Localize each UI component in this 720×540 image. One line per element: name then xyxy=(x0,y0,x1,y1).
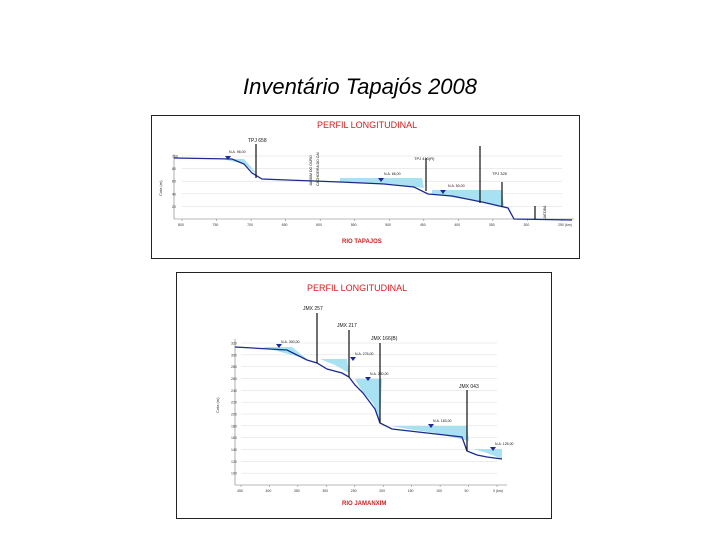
y-tick-label: 320 xyxy=(231,342,237,346)
x-tick-label: 0 (km) xyxy=(493,489,503,493)
dam-label: JATOBÁ xyxy=(543,205,547,219)
x-tick-label: 400 xyxy=(454,223,460,227)
x-tick-label: 700 xyxy=(247,223,253,227)
y-tick-label: 140 xyxy=(231,448,237,452)
chart-title: PERFIL LONGITUDINAL xyxy=(317,120,417,130)
page-title: Inventário Tapajós 2008 xyxy=(242,74,478,99)
water-level-label: N.A. 50,00 xyxy=(448,184,465,188)
y-tick-label: 80 xyxy=(172,167,176,171)
chart-panel-tapajos: PERFIL LONGITUDINAL RIO TAPAJOS Cota (m)… xyxy=(151,115,580,259)
dam-label: CACHOEIRA DO CAI xyxy=(316,152,320,186)
chart-title: PERFIL LONGITUDINAL xyxy=(307,283,407,293)
x-tick-label: 150 xyxy=(408,489,414,493)
dam-label: JMX 043 xyxy=(459,384,479,390)
x-tick-label: 400 xyxy=(265,489,271,493)
water-level-label: N.A. 96,00 xyxy=(229,150,246,154)
x-axis-label: RIO JAMANXIM xyxy=(342,501,386,507)
x-tick-label: 500 xyxy=(385,223,391,227)
x-tick-label: 650 xyxy=(282,223,288,227)
dam-label: JMX 257 xyxy=(303,306,323,312)
x-tick-label: 300 xyxy=(523,223,529,227)
chart-tapajos: PERFIL LONGITUDINAL RIO TAPAJOS Cota (m)… xyxy=(158,120,574,245)
y-tick-label: 280 xyxy=(231,365,237,369)
y-tick-label: 120 xyxy=(231,460,237,464)
reservoir-3 xyxy=(432,190,504,206)
x-tick-label: 350 xyxy=(489,223,495,227)
x-tick-label: 450 xyxy=(237,489,243,493)
x-tick-label: 800 xyxy=(178,223,184,227)
y-tick-label: 60 xyxy=(172,180,176,184)
y-tick-label: 220 xyxy=(231,401,237,405)
chart-jamanxim: PERFIL LONGITUDINAL RIO JAMANXIM Cota (m… xyxy=(215,283,514,507)
reservoir-2 xyxy=(340,178,424,188)
y-tick-label: 100 xyxy=(172,155,178,159)
water-level-label: N.A. 66,00 xyxy=(384,172,401,176)
x-tick-label: 100 xyxy=(436,489,442,493)
x-tick-label: 300 xyxy=(322,489,328,493)
water-level-label: N.A. 276,00 xyxy=(355,352,374,356)
riverbed-line xyxy=(173,157,573,221)
reservoir-3 xyxy=(355,379,382,421)
y-tick-label: 200 xyxy=(231,413,237,417)
y-tick-label: 20 xyxy=(172,205,176,209)
y-tick-label: 180 xyxy=(231,424,237,428)
dam-label: JARDIM DO OURO xyxy=(309,155,313,186)
water-level-label: N.A. 125,00 xyxy=(495,442,514,446)
x-tick-label: 750 xyxy=(213,223,219,227)
x-tick-label: 250 xyxy=(351,489,357,493)
x-tick-label: 450 xyxy=(420,223,426,227)
water-level-label: N.A. 300,00 xyxy=(281,340,300,344)
x-axis-label: RIO TAPAJOS xyxy=(342,239,382,245)
y-tick-label: 260 xyxy=(231,377,237,381)
y-axis-label: Cota (m) xyxy=(158,180,163,196)
x-tick-label: 350 xyxy=(294,489,300,493)
y-axis-label: Cota (m) xyxy=(215,397,220,413)
reservoir-4 xyxy=(392,426,469,441)
riverbed-line xyxy=(234,346,503,460)
reservoir-2 xyxy=(320,359,349,373)
reservoir-1 xyxy=(262,347,307,359)
dam-label: TPJ 410(R) xyxy=(414,156,435,161)
x-tick-label: 550 xyxy=(351,223,357,227)
water-level-label: N.A. 163,00 xyxy=(433,419,452,423)
chart-panel-jamanxim: PERFIL LONGITUDINAL RIO JAMANXIM Cota (m… xyxy=(176,272,552,519)
dam-label: TPJ 658 xyxy=(248,138,267,144)
x-tick-label: 600 xyxy=(316,223,322,227)
y-tick-label: 240 xyxy=(231,389,237,393)
y-tick-label: 40 xyxy=(172,192,176,196)
reservoir-5 xyxy=(473,449,502,459)
x-tick-label: 250 (km) xyxy=(558,223,572,227)
dam-label: JMX 166(B) xyxy=(371,336,398,342)
y-tick-label: 160 xyxy=(231,436,237,440)
y-tick-label: 300 xyxy=(231,353,237,357)
dam-label: JMX 217 xyxy=(337,323,357,329)
water-level-label: N.A. 240,00 xyxy=(370,372,389,376)
x-tick-label: 50 xyxy=(465,489,469,493)
y-tick-label: 100 xyxy=(231,472,237,476)
dam-label: TPJ 325 xyxy=(492,171,508,176)
x-tick-label: 200 xyxy=(379,489,385,493)
